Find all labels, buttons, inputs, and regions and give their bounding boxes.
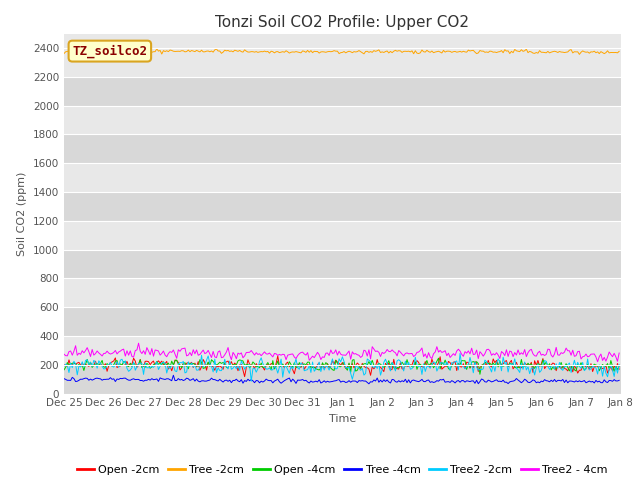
Tree -4cm [365,381,372,387]
Tree -4cm [170,372,177,378]
Open -4cm [435,355,442,361]
Tree -4cm [375,379,383,385]
Tree -2cm [228,48,236,54]
Tree -4cm [67,378,74,384]
Tree2 -2cm [373,366,381,372]
Open -4cm [183,363,191,369]
Bar [64,48,621,77]
Bar [64,134,621,163]
Open -2cm [274,353,282,359]
Tree2 - 4cm [135,340,143,346]
Line: Tree2 - 4cm: Tree2 - 4cm [64,343,619,362]
Tree2 - 4cm [615,350,623,356]
Tree2 -2cm [615,361,623,367]
Line: Tree2 -2cm: Tree2 -2cm [64,353,619,381]
Title: Tonzi Soil CO2 Profile: Upper CO2: Tonzi Soil CO2 Profile: Upper CO2 [216,15,469,30]
Bar [64,336,621,365]
Bar [64,163,621,192]
Tree -4cm [184,376,192,382]
Open -4cm [60,367,68,373]
Tree2 - 4cm [228,357,236,362]
Tree2 - 4cm [522,354,530,360]
Open -2cm [375,363,383,369]
Tree -2cm [615,48,623,54]
Tree2 -2cm [518,360,525,366]
Line: Open -2cm: Open -2cm [64,356,619,377]
Tree2 - 4cm [373,348,381,354]
Bar [64,365,621,394]
Tree2 - 4cm [594,359,602,365]
Tree -4cm [615,377,623,383]
Line: Open -4cm: Open -4cm [64,358,619,374]
Tree -2cm [184,47,192,53]
Open -4cm [524,360,532,366]
Bar [64,192,621,221]
Y-axis label: Soil CO2 (ppm): Soil CO2 (ppm) [17,171,28,256]
Tree2 -2cm [456,350,464,356]
Open -2cm [518,365,525,371]
Tree2 - 4cm [184,352,192,358]
Open -4cm [372,363,380,369]
Tree2 - 4cm [60,351,68,357]
Tree -2cm [516,49,524,55]
X-axis label: Time: Time [329,414,356,424]
Bar [64,106,621,134]
Tree -2cm [522,46,530,52]
Open -2cm [524,361,532,367]
Tree -2cm [60,51,68,57]
Tree -4cm [60,376,68,382]
Line: Tree -2cm: Tree -2cm [64,49,619,54]
Tree2 -2cm [248,378,255,384]
Tree2 - 4cm [67,348,74,354]
Tree2 -2cm [67,360,74,366]
Bar [64,221,621,250]
Open -2cm [241,374,248,380]
Tree -2cm [575,51,583,57]
Tree -4cm [524,379,532,385]
Open -2cm [615,366,623,372]
Open -2cm [67,362,74,368]
Tree -4cm [518,380,525,385]
Tree -2cm [67,49,74,55]
Open -2cm [60,362,68,368]
Legend: Open -2cm, Tree -2cm, Open -4cm, Tree -4cm, Tree2 -2cm, Tree2 - 4cm: Open -2cm, Tree -2cm, Open -4cm, Tree -4… [72,460,612,479]
Tree2 -2cm [183,369,191,375]
Tree2 - 4cm [516,352,524,358]
Text: TZ_soilco2: TZ_soilco2 [72,44,147,58]
Line: Tree -4cm: Tree -4cm [64,375,619,384]
Tree2 -2cm [524,364,532,370]
Open -2cm [183,360,191,366]
Bar [64,250,621,278]
Tree2 -2cm [60,363,68,369]
Open -4cm [67,361,74,367]
Open -4cm [476,372,484,377]
Bar [64,278,621,307]
Open -4cm [226,361,234,367]
Tree2 -2cm [226,358,234,364]
Open -2cm [226,362,234,368]
Tree -4cm [228,380,236,385]
Open -4cm [615,363,623,369]
Tree -2cm [373,48,381,54]
Open -4cm [518,357,525,362]
Tree -2cm [153,46,161,52]
Bar [64,307,621,336]
Bar [64,77,621,106]
